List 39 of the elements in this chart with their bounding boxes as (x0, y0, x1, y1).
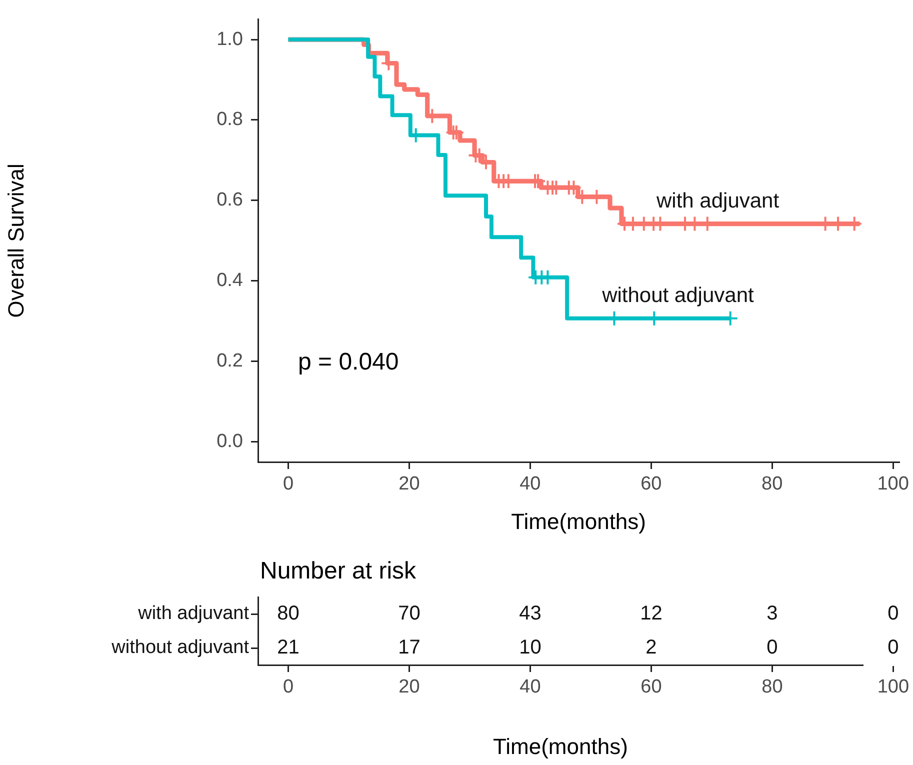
data-label: 12 (640, 602, 662, 625)
x-tick-label: 40 (520, 474, 541, 495)
data-label: 10 (519, 636, 542, 659)
data-label: 21 (277, 636, 300, 659)
y-tick-label: 0.0 (216, 431, 243, 452)
x-tick-label: 100 (877, 676, 910, 698)
y-tick-label: with adjuvant (137, 603, 250, 624)
y-tick-label: 0.4 (216, 270, 244, 292)
x-tick-label: 60 (640, 474, 662, 495)
series-label: with adjuvant (656, 190, 780, 213)
data-label: 80 (277, 602, 300, 625)
data-label: 43 (519, 602, 542, 625)
x-tick-label: 60 (640, 676, 662, 698)
y-tick-label: 1.0 (216, 28, 243, 50)
data-label: 0 (888, 636, 899, 659)
y-axis-title: Overall Survival (3, 164, 28, 318)
x-tick-label: 0 (282, 474, 294, 495)
x-axis-title: Time(months) (511, 508, 646, 534)
x-tick-label: 40 (520, 676, 541, 698)
x-tick-label: 80 (762, 474, 783, 495)
data-label: 0 (888, 602, 899, 625)
data-label: 3 (766, 602, 778, 625)
x-tick-label: 80 (762, 676, 783, 698)
data-label: 70 (398, 602, 420, 625)
annotation: p = 0.040 (298, 348, 399, 376)
x-axis-title: Time(months) (493, 734, 628, 759)
y-tick-label: 0.2 (216, 350, 243, 372)
y-tick-label: 0.8 (216, 109, 243, 130)
y-tick-label: 0.6 (216, 190, 243, 211)
x-tick-label: 100 (877, 474, 909, 495)
data-label: 2 (646, 636, 657, 659)
x-tick-label: 20 (398, 474, 420, 495)
y-tick-label: without adjuvant (110, 637, 250, 658)
x-tick-label: 20 (398, 676, 420, 698)
chart-title: Number at risk (260, 558, 418, 585)
data-label: 17 (398, 636, 420, 659)
series-label: without adjuvant (601, 284, 754, 308)
x-tick-label: 0 (282, 676, 294, 698)
data-label: 0 (766, 636, 778, 659)
